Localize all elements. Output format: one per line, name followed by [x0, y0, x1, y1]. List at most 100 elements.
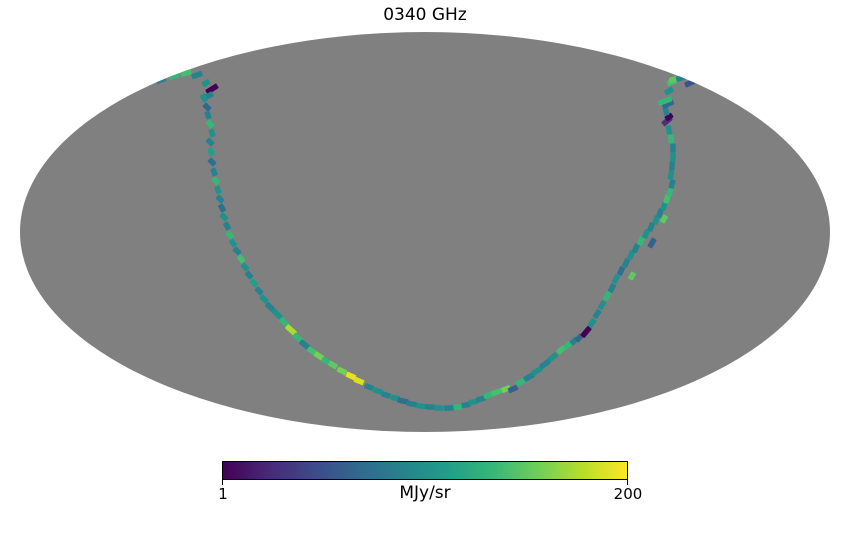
- scan-dash: [202, 102, 212, 112]
- scan-dash: [205, 83, 219, 95]
- scan-dash: [240, 262, 250, 272]
- scan-dash: [665, 125, 673, 135]
- scan-dash: [285, 324, 297, 336]
- colorbar-max-label: 200: [613, 485, 643, 503]
- colorbar-unit-label: MJy/sr: [399, 483, 451, 503]
- scan-dash: [668, 161, 676, 171]
- scan-dash: [515, 377, 527, 387]
- scan-dash: [336, 366, 348, 376]
- scan-dash: [364, 383, 374, 391]
- scan-dash: [254, 286, 264, 296]
- scan-dash: [292, 332, 304, 344]
- scan-dash: [298, 339, 312, 351]
- scan-dash: [205, 137, 215, 147]
- scan-dash: [204, 110, 212, 120]
- scan-dash: [652, 215, 660, 225]
- scan-dash: [191, 70, 203, 80]
- scan-dash: [670, 152, 676, 162]
- colorbar-gradient: [222, 461, 628, 480]
- scan-dash: [201, 78, 211, 88]
- colorbar-tick-max: [627, 480, 628, 485]
- scan-dash: [353, 376, 365, 386]
- scan-dash: [491, 387, 503, 397]
- scan-dash: [664, 112, 674, 122]
- scan-dash: [666, 187, 674, 197]
- scan-dash: [656, 208, 664, 218]
- scan-dash: [372, 387, 384, 395]
- scan-dash: [663, 194, 671, 204]
- scan-dash: [637, 236, 645, 246]
- scan-dash: [592, 309, 602, 319]
- scan-dash: [574, 333, 584, 343]
- scan-dash: [611, 274, 621, 284]
- sky-map-background: [20, 32, 830, 432]
- scan-dash: [168, 71, 180, 81]
- scan-dash: [406, 400, 418, 408]
- scan-dash: [321, 356, 331, 366]
- scan-dash: [659, 214, 669, 224]
- scan-dash: [507, 384, 519, 394]
- scan-dash: [475, 395, 487, 403]
- scan-dash: [232, 246, 242, 256]
- scan-dash: [587, 318, 597, 328]
- scan-dash: [207, 147, 215, 157]
- scan-dash: [259, 294, 269, 304]
- scan-dash: [217, 203, 227, 213]
- scan-dash: [602, 291, 612, 301]
- scan-dash: [664, 86, 674, 96]
- scan-dash: [556, 345, 566, 355]
- scan-dash: [670, 143, 676, 153]
- scan-dash: [205, 119, 215, 129]
- colorbar-tick-min: [222, 480, 223, 485]
- colorbar-min-label: 1: [218, 485, 228, 503]
- scan-dash: [416, 402, 426, 410]
- scan-dash: [313, 351, 325, 361]
- scan-dash: [461, 401, 471, 409]
- scan-dash: [249, 278, 259, 288]
- scan-dash: [434, 405, 444, 411]
- scan-dash: [271, 308, 283, 320]
- scan-dash: [236, 254, 246, 264]
- scan-dash: [390, 394, 400, 402]
- scan-dash: [199, 93, 209, 103]
- scan-dash: [531, 366, 543, 376]
- scan-dash: [219, 212, 229, 222]
- scan-dash: [228, 238, 238, 248]
- scan-dash: [424, 403, 436, 411]
- scan-dash: [642, 229, 650, 239]
- scan-dash: [328, 360, 338, 370]
- scan-dash: [626, 250, 636, 260]
- scan-dash: [547, 352, 559, 362]
- scan-dash: [468, 398, 478, 406]
- scan-dash: [523, 372, 535, 382]
- scan-dash: [225, 230, 235, 240]
- scan-dash: [657, 96, 673, 106]
- scan-dash: [211, 176, 221, 186]
- scan-dash: [222, 221, 232, 231]
- scan-dash: [215, 194, 225, 204]
- scan-dash: [580, 326, 592, 338]
- scan-dash: [214, 185, 222, 195]
- scan-dash: [278, 316, 290, 328]
- scan-dash: [207, 157, 217, 167]
- scan-dash: [345, 371, 357, 381]
- scan-dash: [397, 397, 409, 405]
- scan-dash: [208, 128, 216, 138]
- scan-dash: [381, 391, 391, 399]
- scan-dash: [453, 403, 463, 411]
- scan-dash: [210, 167, 218, 177]
- scan-dash: [621, 258, 631, 268]
- scan-dash: [539, 358, 551, 370]
- scan-dash: [627, 271, 637, 281]
- scan-dash: [647, 237, 657, 249]
- scan-dash: [607, 283, 617, 293]
- scan-dash: [647, 222, 655, 232]
- scan-dash: [244, 270, 254, 280]
- scan-dash: [668, 179, 676, 189]
- scan-dash: [616, 266, 626, 276]
- scan-dash: [660, 201, 668, 211]
- scan-dash: [667, 134, 675, 144]
- scan-dash: [306, 346, 318, 356]
